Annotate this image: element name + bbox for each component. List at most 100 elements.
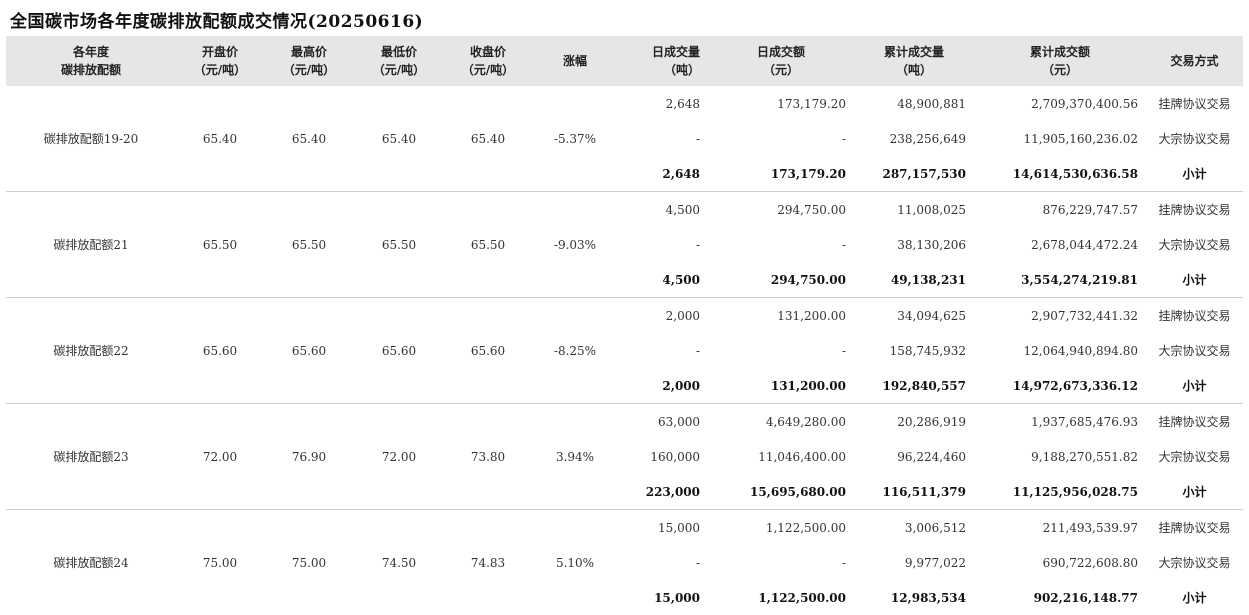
- close-price: 65.40: [444, 86, 532, 192]
- close-price: 73.80: [444, 404, 532, 510]
- page-title: 全国碳市场各年度碳排放配额成交情况(20250616): [10, 7, 423, 32]
- daily-volume: -: [618, 333, 708, 368]
- cumulative-volume: 287,157,530: [854, 156, 974, 192]
- trade-method: 挂牌协议交易: [1146, 298, 1243, 334]
- daily-volume: -: [618, 121, 708, 156]
- table-row: 碳排放配额21 65.50 65.50 65.50 65.50 -9.03% 4…: [6, 192, 1243, 228]
- trade-method: 小计: [1146, 474, 1243, 510]
- cumulative-amount: 211,493,539.97: [974, 510, 1146, 546]
- daily-amount: 131,200.00: [708, 298, 854, 334]
- trade-method: 大宗协议交易: [1146, 121, 1243, 156]
- cumulative-amount: 12,064,940,894.80: [974, 333, 1146, 368]
- open-price: 65.40: [176, 86, 264, 192]
- header-high: 最高价（元/吨）: [264, 36, 354, 86]
- daily-volume: 2,648: [618, 86, 708, 121]
- header-low: 最低价（元/吨）: [354, 36, 444, 86]
- table-row: 碳排放配额23 72.00 76.90 72.00 73.80 3.94% 63…: [6, 404, 1243, 440]
- low-price: 65.50: [354, 192, 444, 298]
- cumulative-amount: 2,709,370,400.56: [974, 86, 1146, 121]
- cumulative-volume: 38,130,206: [854, 227, 974, 262]
- cumulative-amount: 14,972,673,336.12: [974, 368, 1146, 404]
- cumulative-volume: 96,224,460: [854, 439, 974, 474]
- cumulative-amount: 690,722,608.80: [974, 545, 1146, 580]
- daily-amount: 1,122,500.00: [708, 580, 854, 615]
- trade-method: 小计: [1146, 262, 1243, 298]
- cumulative-amount: 11,125,956,028.75: [974, 474, 1146, 510]
- cumulative-volume: 9,977,022: [854, 545, 974, 580]
- header-open: 开盘价（元/吨）: [176, 36, 264, 86]
- header-name: 各年度碳排放配额: [6, 36, 176, 86]
- cumulative-amount: 1,937,685,476.93: [974, 404, 1146, 440]
- trade-method: 大宗协议交易: [1146, 545, 1243, 580]
- high-price: 65.50: [264, 192, 354, 298]
- header-row: 各年度碳排放配额 开盘价（元/吨） 最高价（元/吨） 最低价（元/吨） 收盘价（…: [6, 36, 1243, 86]
- daily-volume: 2,000: [618, 298, 708, 334]
- header-cumulative-amount: 累计成交额（元）: [974, 36, 1146, 86]
- cumulative-volume: 192,840,557: [854, 368, 974, 404]
- daily-amount: 15,695,680.00: [708, 474, 854, 510]
- daily-volume: 63,000: [618, 404, 708, 440]
- daily-volume: 223,000: [618, 474, 708, 510]
- daily-amount: 173,179.20: [708, 86, 854, 121]
- allowance-name: 碳排放配额23: [6, 404, 176, 510]
- daily-volume: 15,000: [618, 510, 708, 546]
- cumulative-volume: 20,286,919: [854, 404, 974, 440]
- header-daily-amount: 日成交额（元）: [708, 36, 854, 86]
- cumulative-volume: 34,094,625: [854, 298, 974, 334]
- daily-volume: 2,648: [618, 156, 708, 192]
- cumulative-amount: 3,554,274,219.81: [974, 262, 1146, 298]
- carbon-trading-table: 各年度碳排放配额 开盘价（元/吨） 最高价（元/吨） 最低价（元/吨） 收盘价（…: [6, 36, 1243, 615]
- daily-amount: 294,750.00: [708, 192, 854, 228]
- cumulative-amount: 902,216,148.77: [974, 580, 1146, 615]
- high-price: 75.00: [264, 510, 354, 615]
- cumulative-amount: 2,907,732,441.32: [974, 298, 1146, 334]
- daily-amount: 4,649,280.00: [708, 404, 854, 440]
- daily-amount: 173,179.20: [708, 156, 854, 192]
- daily-volume: 2,000: [618, 368, 708, 404]
- daily-amount: 1,122,500.00: [708, 510, 854, 546]
- header-change: 涨幅: [532, 36, 618, 86]
- allowance-name: 碳排放配额21: [6, 192, 176, 298]
- cumulative-volume: 238,256,649: [854, 121, 974, 156]
- low-price: 65.60: [354, 298, 444, 404]
- cumulative-amount: 876,229,747.57: [974, 192, 1146, 228]
- trade-method: 大宗协议交易: [1146, 227, 1243, 262]
- daily-volume: 4,500: [618, 192, 708, 228]
- daily-amount: 11,046,400.00: [708, 439, 854, 474]
- daily-volume: -: [618, 227, 708, 262]
- daily-amount: 294,750.00: [708, 262, 854, 298]
- low-price: 74.50: [354, 510, 444, 615]
- allowance-name: 碳排放配额22: [6, 298, 176, 404]
- trade-method: 大宗协议交易: [1146, 439, 1243, 474]
- cumulative-volume: 11,008,025: [854, 192, 974, 228]
- daily-amount: 131,200.00: [708, 368, 854, 404]
- open-price: 65.50: [176, 192, 264, 298]
- table-row: 碳排放配额24 75.00 75.00 74.50 74.83 5.10% 15…: [6, 510, 1243, 546]
- low-price: 72.00: [354, 404, 444, 510]
- cumulative-volume: 12,983,534: [854, 580, 974, 615]
- daily-volume: 4,500: [618, 262, 708, 298]
- daily-amount: -: [708, 545, 854, 580]
- trade-method: 小计: [1146, 580, 1243, 615]
- high-price: 65.40: [264, 86, 354, 192]
- daily-amount: -: [708, 333, 854, 368]
- table-row: 碳排放配额19-20 65.40 65.40 65.40 65.40 -5.37…: [6, 86, 1243, 121]
- daily-volume: 160,000: [618, 439, 708, 474]
- open-price: 75.00: [176, 510, 264, 615]
- price-change: 5.10%: [532, 510, 618, 615]
- cumulative-amount: 2,678,044,472.24: [974, 227, 1146, 262]
- open-price: 72.00: [176, 404, 264, 510]
- trade-method: 小计: [1146, 156, 1243, 192]
- close-price: 65.60: [444, 298, 532, 404]
- cumulative-volume: 49,138,231: [854, 262, 974, 298]
- header-close: 收盘价（元/吨）: [444, 36, 532, 86]
- cumulative-volume: 48,900,881: [854, 86, 974, 121]
- daily-volume: 15,000: [618, 580, 708, 615]
- allowance-name: 碳排放配额19-20: [6, 86, 176, 192]
- price-change: 3.94%: [532, 404, 618, 510]
- cumulative-amount: 11,905,160,236.02: [974, 121, 1146, 156]
- daily-amount: -: [708, 121, 854, 156]
- close-price: 65.50: [444, 192, 532, 298]
- price-change: -5.37%: [532, 86, 618, 192]
- cumulative-amount: 14,614,530,636.58: [974, 156, 1146, 192]
